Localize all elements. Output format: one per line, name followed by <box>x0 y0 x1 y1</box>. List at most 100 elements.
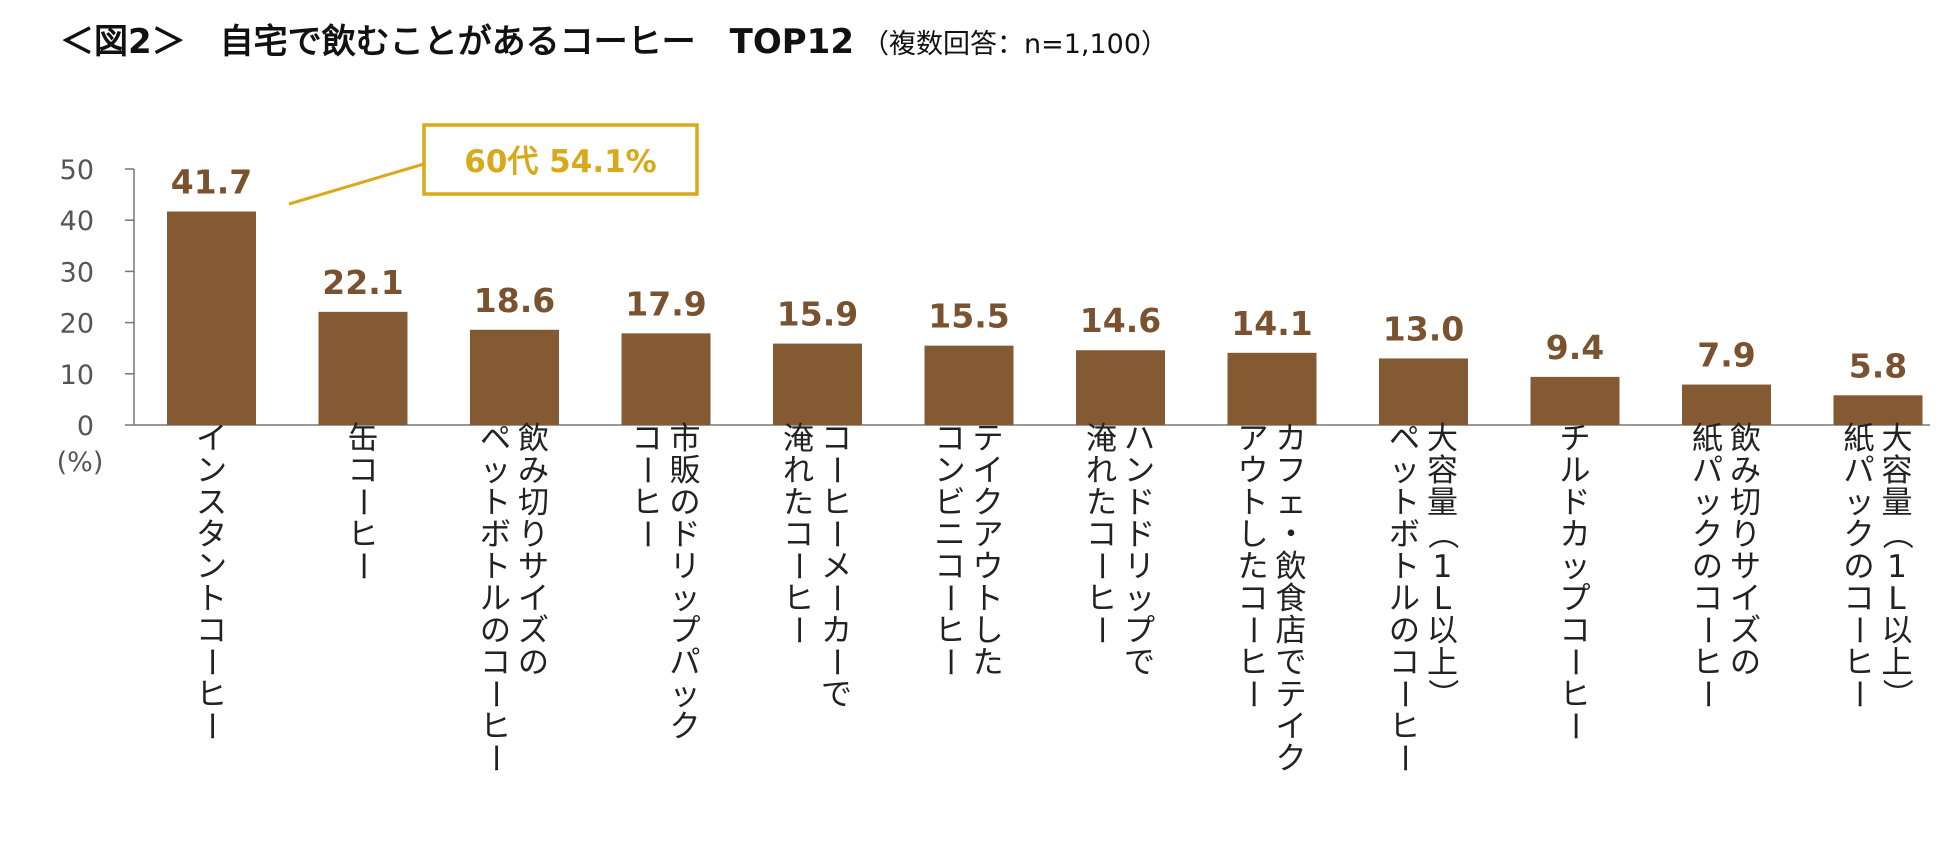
category-label-char: パ <box>1844 453 1875 489</box>
category-label-char: 大 <box>1427 421 1458 457</box>
category-label-char: 上 <box>1882 645 1913 681</box>
category-label-char: の <box>670 485 701 521</box>
bar <box>1076 350 1165 425</box>
category-label-char: ー <box>931 583 967 614</box>
data-label: 41.7 <box>171 162 252 201</box>
category-label-char: り <box>518 517 549 553</box>
category-label-char: ボ <box>1389 517 1420 553</box>
category-label-char: コ <box>1086 517 1117 553</box>
category-label-char: ズ <box>1730 613 1761 649</box>
category-label-char: ー <box>193 711 229 742</box>
category-label-char: ッ <box>480 453 511 489</box>
category-label-char: ヒ <box>348 517 379 553</box>
category-label-char: L <box>1434 581 1452 617</box>
category-label-char: ー <box>1083 551 1119 582</box>
category-label-char: ク <box>670 709 701 745</box>
category-label-char: チ <box>1560 421 1591 457</box>
category-label-char: ン <box>196 453 227 489</box>
category-label-char: ア <box>973 517 1004 553</box>
category-label-char: た <box>973 645 1004 681</box>
category-label-char: ウ <box>1238 453 1269 489</box>
category-label-char: 店 <box>1276 613 1307 649</box>
category-label-char: み <box>518 453 549 489</box>
category-label-char: ッ <box>1389 453 1420 489</box>
category-label-char: で <box>821 677 852 713</box>
category-label-char: （ <box>1424 519 1460 550</box>
category-label-char: コ <box>1238 581 1269 617</box>
category-label-char: ド <box>1560 485 1591 521</box>
category-label-char: た <box>1086 485 1117 521</box>
category-label-char: ッ <box>1560 549 1591 585</box>
category-label-char: ー <box>628 455 664 486</box>
category-label-char: ッ <box>670 677 701 713</box>
category-label-char: コ <box>632 421 663 457</box>
category-label-char: ル <box>480 581 511 617</box>
category-label-char: （ <box>1878 519 1914 550</box>
category-label-char: ヒ <box>1844 645 1875 681</box>
bar <box>1530 376 1620 425</box>
category-label-char: L <box>1888 581 1906 617</box>
category-label-char: 食 <box>1276 581 1307 617</box>
category-label-char: 淹 <box>1086 421 1117 457</box>
category-label-char: で <box>1276 645 1307 681</box>
callout-box <box>422 123 699 196</box>
category-label-char: 紙 <box>1844 421 1875 457</box>
category-label-char: カ <box>1560 517 1591 553</box>
category-label-char: 1 <box>1433 549 1453 585</box>
category-label-char: ー <box>1840 615 1876 646</box>
category-label-char: テ <box>973 421 1004 457</box>
y-tick-label: 30 <box>60 257 94 288</box>
category-label-char: コ <box>1692 581 1723 617</box>
category-label-char: ス <box>196 485 227 521</box>
category-label-char: コ <box>821 421 852 457</box>
category-label-char: ウ <box>973 549 1004 585</box>
category-label-char: パ <box>670 645 701 681</box>
category-label-char: ー <box>1083 615 1119 646</box>
category-label-char: 飲 <box>518 421 549 457</box>
category-label-char: ビ <box>935 485 966 521</box>
category-label-char: ク <box>1692 517 1723 553</box>
category-label-char: コ <box>1844 581 1875 617</box>
category-label-char: 量 <box>1427 485 1458 521</box>
callout-text: 60代 54.1% <box>464 144 656 180</box>
category-label-char: ト <box>196 581 227 617</box>
category-label-char: の <box>518 645 549 681</box>
category-label-char: ー <box>1234 679 1270 710</box>
category-label-char: ー <box>931 647 967 678</box>
category-label-char: コ <box>783 517 814 553</box>
data-label: 15.5 <box>928 297 1009 336</box>
category-label-char: プ <box>670 613 701 649</box>
category-label-char: ク <box>973 485 1004 521</box>
category-label-char: メ <box>821 549 852 585</box>
category-label-char: ド <box>1124 517 1155 553</box>
bar <box>167 211 256 425</box>
category-label-char: プ <box>1124 613 1155 649</box>
category-label-char: ル <box>1560 453 1591 489</box>
category-label-char: ッ <box>1844 485 1875 521</box>
y-tick-label: 50 <box>60 155 94 186</box>
category-label-char: 容 <box>1882 453 1913 489</box>
category-label-char: ペ <box>1389 421 1420 457</box>
category-label-char: ヒ <box>1238 645 1269 681</box>
category-label-char: し <box>1238 517 1269 553</box>
category-label-char: ・ <box>1276 517 1307 553</box>
category-label-char: ヒ <box>1560 677 1591 713</box>
category-label-char: ペ <box>480 421 511 457</box>
category-label-char: ー <box>780 615 816 646</box>
category-label-char: れ <box>783 453 814 489</box>
category-label-char: ー <box>628 519 664 550</box>
category-label-char: た <box>1238 549 1269 585</box>
category-label-char: 切 <box>1730 485 1761 521</box>
bar <box>1227 352 1317 425</box>
category-label-char: コ <box>935 549 966 585</box>
category-label-char: ー <box>344 551 380 582</box>
category-label-char: ン <box>935 453 966 489</box>
category-label-char: ニ <box>935 517 966 553</box>
category-label-char: プ <box>1560 581 1591 617</box>
category-label-char: カ <box>1276 421 1307 457</box>
category-label-char: の <box>1389 613 1420 649</box>
data-label: 14.6 <box>1080 301 1161 340</box>
category-label-char: で <box>1124 645 1155 681</box>
bar <box>1379 358 1468 425</box>
category-label-char: ド <box>1124 485 1155 521</box>
